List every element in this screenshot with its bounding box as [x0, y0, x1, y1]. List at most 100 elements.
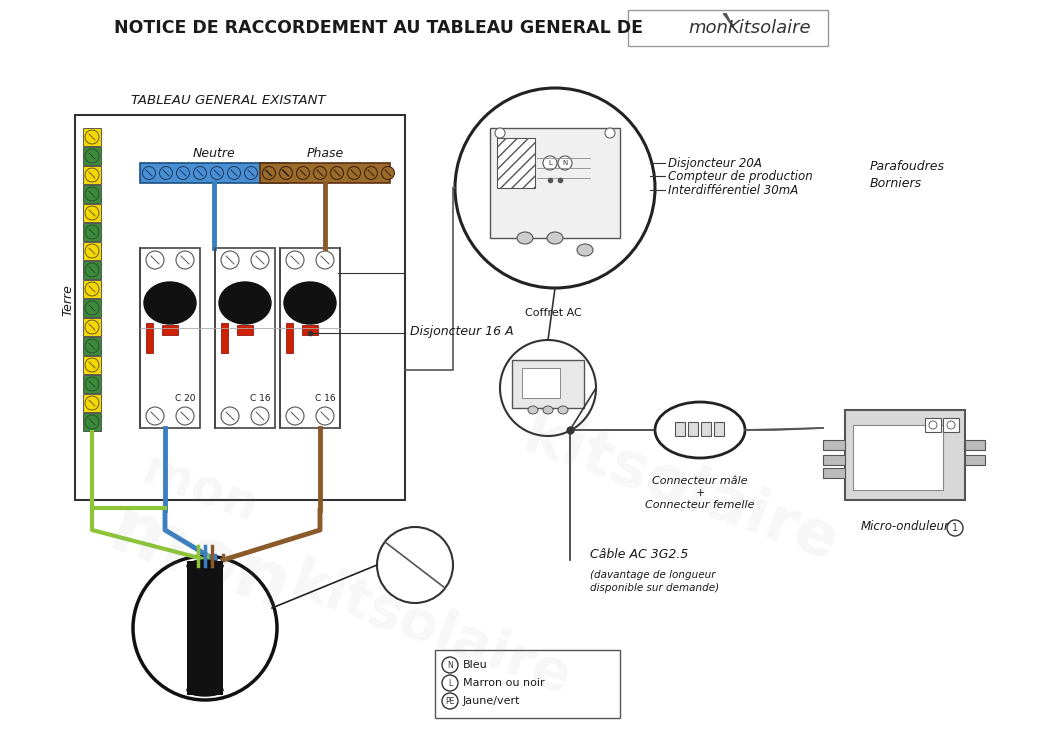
Bar [260, 163, 390, 183]
Circle shape [262, 167, 275, 180]
Text: kitsolaire: kitsolaire [283, 554, 578, 705]
Text: Disjoncteur 20A: Disjoncteur 20A [668, 156, 762, 170]
Circle shape [85, 263, 99, 277]
Circle shape [442, 657, 458, 673]
Circle shape [176, 407, 194, 425]
Circle shape [382, 167, 394, 180]
Circle shape [286, 251, 304, 269]
Circle shape [929, 421, 937, 429]
Bar [286, 323, 294, 353]
Text: Neutre: Neutre [193, 147, 236, 159]
Circle shape [85, 396, 99, 410]
Text: C 16: C 16 [250, 394, 270, 402]
Circle shape [543, 156, 557, 170]
Circle shape [176, 251, 194, 269]
Bar [490, 128, 620, 238]
Bar [823, 440, 845, 450]
Circle shape [558, 156, 572, 170]
Circle shape [85, 358, 99, 372]
Circle shape [85, 377, 99, 391]
Circle shape [605, 128, 615, 138]
Circle shape [221, 251, 239, 269]
Bar [83, 413, 101, 431]
Bar [75, 115, 405, 500]
Bar [140, 248, 200, 428]
Text: C 20: C 20 [175, 394, 196, 402]
Bar [83, 242, 101, 260]
Bar [83, 166, 101, 184]
Ellipse shape [284, 282, 336, 324]
Circle shape [347, 167, 361, 180]
Circle shape [244, 167, 258, 180]
Bar [83, 375, 101, 393]
Circle shape [85, 339, 99, 353]
Circle shape [330, 167, 344, 180]
Circle shape [500, 340, 596, 436]
Text: N: N [563, 160, 568, 166]
Bar [512, 360, 584, 408]
Ellipse shape [144, 282, 196, 324]
Circle shape [85, 282, 99, 296]
Bar [845, 410, 965, 500]
Bar [215, 248, 275, 428]
Bar [497, 138, 535, 188]
Bar [434, 650, 620, 718]
Bar [965, 455, 985, 465]
Circle shape [85, 301, 99, 315]
Bar [146, 323, 153, 353]
Bar [943, 418, 959, 432]
Text: Interdifférentiel 30mA: Interdifférentiel 30mA [668, 184, 798, 197]
Text: Phase: Phase [306, 147, 344, 159]
Bar [83, 261, 101, 279]
Text: Micro-onduleur: Micro-onduleur [861, 520, 950, 533]
Text: Bleu: Bleu [463, 660, 488, 670]
Circle shape [316, 251, 333, 269]
Circle shape [210, 167, 223, 180]
Bar [965, 440, 985, 450]
Text: Disjoncteur 16 A: Disjoncteur 16 A [410, 324, 513, 338]
Bar [853, 425, 943, 490]
Circle shape [85, 168, 99, 182]
Bar [83, 356, 101, 374]
Circle shape [85, 149, 99, 163]
Bar [83, 147, 101, 165]
Circle shape [316, 407, 333, 425]
Text: Jaune/vert: Jaune/vert [463, 696, 521, 706]
Bar [628, 10, 828, 46]
Circle shape [227, 167, 241, 180]
Ellipse shape [219, 282, 271, 324]
Circle shape [133, 556, 277, 700]
Bar [83, 337, 101, 355]
Bar [83, 394, 101, 412]
Bar [237, 325, 252, 335]
Text: Borniers: Borniers [870, 176, 923, 189]
Circle shape [286, 407, 304, 425]
Text: Marron ou noir: Marron ou noir [463, 678, 545, 688]
Ellipse shape [187, 560, 223, 572]
Circle shape [142, 167, 156, 180]
Circle shape [280, 167, 292, 180]
Text: kitsolaire: kitsolaire [514, 405, 846, 575]
Bar [83, 299, 101, 317]
Bar [701, 422, 711, 436]
Text: TABLEAU GENERAL EXISTANT: TABLEAU GENERAL EXISTANT [130, 94, 325, 107]
Ellipse shape [528, 406, 538, 414]
Circle shape [495, 128, 505, 138]
Circle shape [85, 206, 99, 220]
Bar [522, 368, 560, 398]
Circle shape [364, 167, 378, 180]
Circle shape [177, 167, 189, 180]
Ellipse shape [517, 232, 533, 244]
Text: (davantage de longueur: (davantage de longueur [590, 570, 715, 580]
Text: Coffret AC: Coffret AC [525, 308, 582, 318]
Circle shape [279, 167, 291, 180]
Text: N: N [447, 660, 452, 669]
Text: Câble AC 3G2.5: Câble AC 3G2.5 [590, 548, 688, 562]
Bar [823, 455, 845, 465]
Text: disponible sur demande): disponible sur demande) [590, 583, 720, 593]
Ellipse shape [655, 402, 745, 458]
Circle shape [85, 320, 99, 334]
Text: 1: 1 [952, 523, 958, 533]
Text: Connecteur mâle: Connecteur mâle [652, 476, 748, 486]
Circle shape [85, 130, 99, 144]
